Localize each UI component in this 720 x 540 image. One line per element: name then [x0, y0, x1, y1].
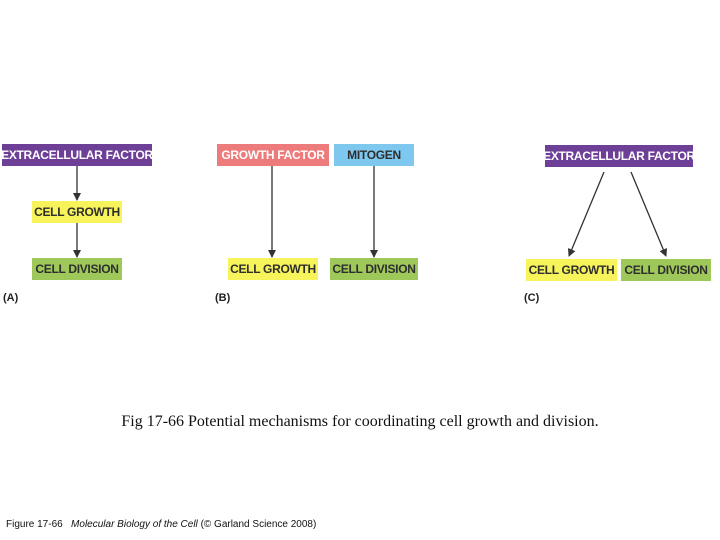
panel-c-label: (C)	[524, 292, 540, 304]
credit-publisher: (© Garland Science 2008)	[200, 519, 317, 530]
panel-c-cell-division-box: CELL DIVISION	[621, 259, 711, 281]
panel-b-cell-division-box: CELL DIVISION	[330, 258, 418, 280]
credit-book-title: Molecular Biology of the Cell	[71, 519, 198, 530]
figure-caption: Fig 17-66 Potential mechanisms for coord…	[121, 413, 599, 430]
panel-b-label: (B)	[215, 292, 231, 304]
arrow-c-factor-to-division	[630, 171, 667, 257]
arrow-c-factor-to-growth	[568, 171, 605, 257]
panel-a-cell-growth-box: CELL GROWTH	[32, 201, 122, 223]
figure-credit: Figure 17-66 Molecular Biology of the Ce…	[6, 519, 316, 530]
panel-a-extracellular-factor-box: EXTRACELLULAR FACTOR	[1, 144, 153, 166]
panel-b-mitogen-box: MITOGEN	[334, 144, 414, 166]
panel-c-extracellular-factor-box: EXTRACELLULAR FACTOR	[543, 145, 695, 167]
panel-b-growth-factor-box: GROWTH FACTOR	[217, 144, 329, 166]
panel-c-cell-growth-box: CELL GROWTH	[526, 259, 617, 281]
credit-figure-number: Figure 17-66	[6, 519, 63, 530]
panel-a-cell-division-box: CELL DIVISION	[32, 258, 122, 280]
panel-b-cell-growth-box: CELL GROWTH	[228, 258, 318, 280]
panel-a-label: (A)	[3, 292, 19, 304]
